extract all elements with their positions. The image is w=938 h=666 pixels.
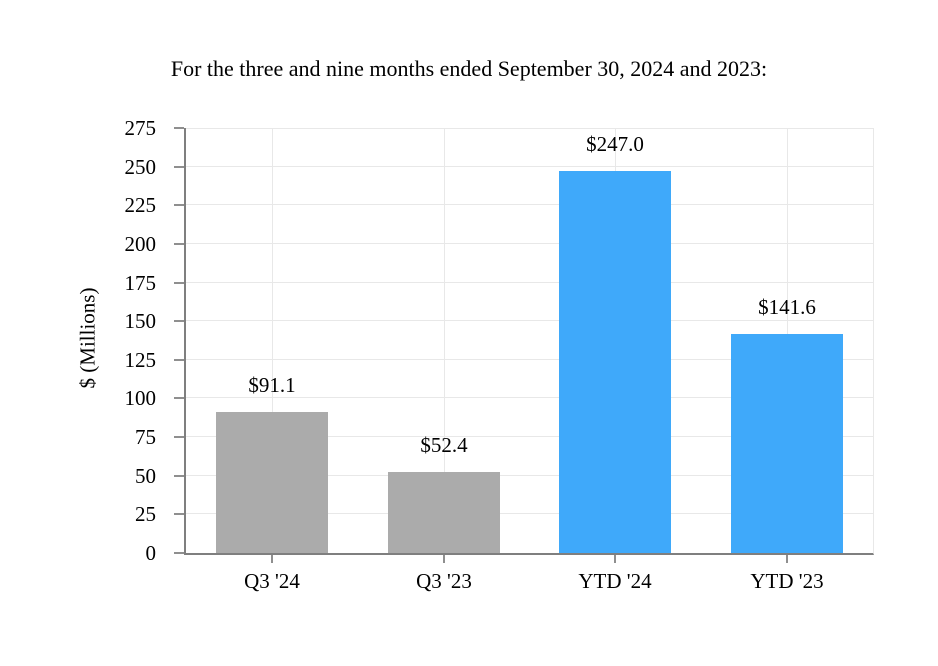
- y-tick-mark: [174, 436, 184, 438]
- bar: [216, 412, 328, 553]
- y-tick-label: 275: [124, 116, 157, 140]
- y-tick-mark: [174, 204, 184, 206]
- bar-value-label: $141.6: [758, 295, 816, 319]
- v-gridline: [444, 128, 445, 553]
- y-tick-label: 250: [124, 155, 157, 179]
- h-gridline: [186, 397, 873, 398]
- plot-area: $91.1 $52.4 $247.0 $141.6: [184, 128, 874, 555]
- y-tick-label: 25: [135, 502, 156, 526]
- x-tick-mark: [614, 555, 616, 563]
- y-tick-label: 175: [124, 271, 157, 295]
- bar: [388, 472, 500, 553]
- y-tick-label: 200: [124, 232, 157, 256]
- h-gridline: [186, 513, 873, 514]
- bar: [731, 334, 843, 553]
- y-tick-mark: [174, 552, 184, 554]
- y-tick-mark: [174, 513, 184, 515]
- x-tick-mark: [443, 555, 445, 563]
- y-tick-mark: [174, 359, 184, 361]
- h-gridline: [186, 166, 873, 167]
- x-tick-mark: [786, 555, 788, 563]
- y-tick-mark: [174, 397, 184, 399]
- bar-value-label: $247.0: [586, 132, 644, 156]
- y-tick-mark: [174, 166, 184, 168]
- y-tick-mark: [174, 475, 184, 477]
- y-tick-mark: [174, 282, 184, 284]
- h-gridline: [186, 243, 873, 244]
- bar-value-label: $52.4: [420, 433, 468, 457]
- y-tick-mark: [174, 243, 184, 245]
- x-tick-label: Q3 '23: [416, 569, 472, 593]
- h-gridline: [186, 204, 873, 205]
- y-axis-title: $ (Millions): [75, 287, 100, 389]
- h-gridline: [186, 436, 873, 437]
- y-tick-label: 100: [124, 386, 157, 410]
- h-gridline: [186, 475, 873, 476]
- v-gridline: [272, 128, 273, 553]
- y-tick-mark: [174, 127, 184, 129]
- h-gridline: [186, 320, 873, 321]
- chart-title: For the three and nine months ended Sept…: [170, 56, 768, 81]
- y-tick-label: 75: [135, 425, 156, 449]
- h-gridline: [186, 359, 873, 360]
- y-tick-label: 125: [124, 348, 157, 372]
- x-tick-label: Q3 '24: [244, 569, 300, 593]
- x-tick-label: YTD '23: [750, 569, 824, 593]
- y-tick-label: 150: [124, 309, 157, 333]
- y-tick-label: 50: [135, 464, 156, 488]
- h-gridline: [186, 128, 873, 129]
- bar: [559, 171, 671, 553]
- y-tick-label: 225: [124, 193, 157, 217]
- x-tick-mark: [271, 555, 273, 563]
- bar-value-label: $91.1: [248, 373, 296, 397]
- h-gridline: [186, 282, 873, 283]
- y-tick-label: 0: [145, 541, 157, 565]
- x-tick-label: YTD '24: [578, 569, 652, 593]
- y-tick-mark: [174, 320, 184, 322]
